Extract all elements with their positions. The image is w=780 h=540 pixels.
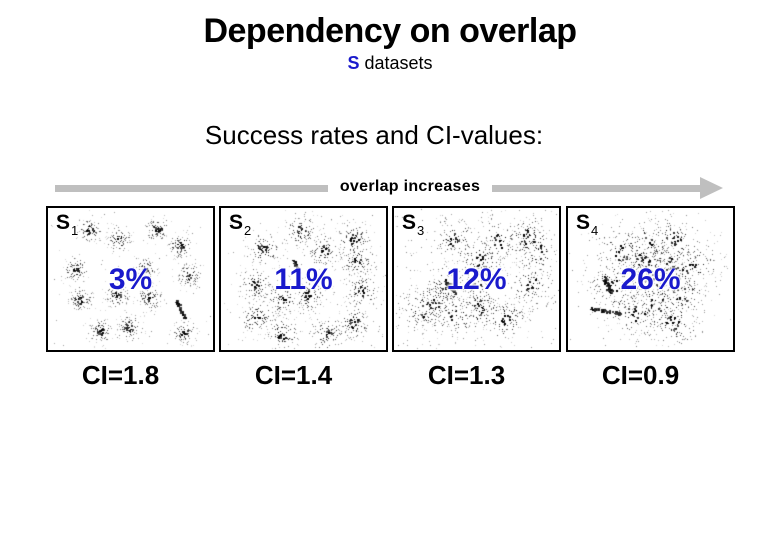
panel-label-letter: S xyxy=(229,211,244,234)
dataset-panel-s3: S3 12% xyxy=(392,206,561,352)
panel-label-letter: S xyxy=(576,211,591,234)
dataset-panel-s1: S1 3% xyxy=(46,206,215,352)
ci-value-s2: CI=1.4 xyxy=(254,360,333,390)
ci-value-s1: CI=1.8 xyxy=(81,360,160,390)
slide-subtitle: S datasets xyxy=(0,53,780,74)
ci-value-s4: CI=0.9 xyxy=(601,360,680,390)
success-rate-s1: 3% xyxy=(108,263,153,296)
ci-value-s3: CI=1.3 xyxy=(427,360,506,390)
panel-label-subscript: 1 xyxy=(71,223,79,238)
panel-label-subscript: 2 xyxy=(244,223,252,238)
panel-label-letter: S xyxy=(402,211,417,234)
subtitle-rest: datasets xyxy=(359,53,433,73)
slide-title: Dependency on overlap xyxy=(203,12,577,50)
panel-label-s4: S4 xyxy=(576,211,598,237)
dataset-panel-s2: S2 11% xyxy=(219,206,388,352)
panel-label-s2: S2 xyxy=(229,211,251,237)
success-rate-s2: 11% xyxy=(274,263,333,296)
scatter-plot-s2 xyxy=(221,208,386,350)
panel-label-letter: S xyxy=(56,211,71,234)
panel-label-subscript: 4 xyxy=(591,223,599,238)
scatter-plot-s1 xyxy=(48,208,213,350)
overlap-arrow-head-icon xyxy=(700,177,723,199)
overlap-arrow-label-row: overlap increases xyxy=(0,178,780,196)
scatter-plot-s4 xyxy=(568,208,733,350)
overlap-arrow-label: overlap increases xyxy=(327,178,493,196)
subtitle-highlight: S xyxy=(347,53,360,73)
scatter-plot-s3 xyxy=(394,208,559,350)
success-rate-s4: 26% xyxy=(620,263,681,296)
dataset-panel-s4: S4 26% xyxy=(566,206,735,352)
panel-label-s3: S3 xyxy=(402,211,424,237)
panel-label-subscript: 3 xyxy=(417,223,425,238)
success-rate-s3: 12% xyxy=(446,263,507,296)
section-heading: Success rates and CI-values: xyxy=(204,120,544,150)
panel-label-s1: S1 xyxy=(56,211,78,237)
